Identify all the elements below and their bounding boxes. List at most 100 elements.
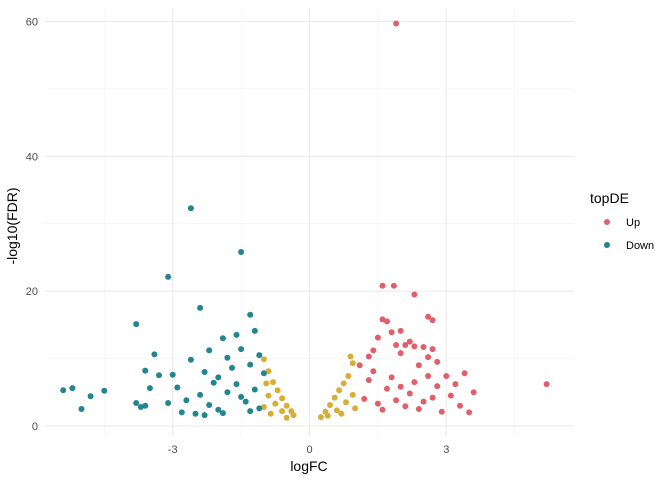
- point-up: [384, 385, 390, 392]
- point-up: [415, 406, 422, 412]
- point-other: [283, 414, 290, 421]
- point-up: [429, 394, 436, 401]
- point-down: [247, 408, 254, 415]
- point-down: [192, 410, 199, 417]
- point-up: [434, 358, 441, 365]
- point-up: [470, 389, 477, 396]
- point-up: [393, 20, 400, 27]
- point-down: [247, 311, 254, 318]
- x-tick-label: 0: [306, 444, 312, 456]
- point-other: [263, 380, 270, 387]
- plot-grid: [45, 8, 574, 436]
- point-up: [374, 334, 381, 341]
- point-other: [324, 412, 331, 419]
- point-down: [133, 400, 140, 406]
- legend-key-down: [604, 242, 610, 248]
- point-down: [137, 404, 144, 410]
- point-up: [420, 398, 427, 405]
- point-other: [274, 387, 281, 394]
- point-up: [370, 368, 377, 375]
- point-up: [393, 397, 400, 404]
- point-up: [388, 374, 395, 381]
- point-up: [429, 317, 436, 324]
- point-down: [69, 385, 76, 392]
- point-other: [272, 400, 279, 407]
- point-down: [151, 351, 158, 358]
- legend-label-down: Down: [626, 240, 654, 252]
- point-other: [265, 392, 272, 399]
- point-down: [238, 249, 245, 255]
- point-up: [411, 343, 418, 350]
- legend: topDE Up Down: [590, 190, 654, 252]
- point-down: [260, 370, 267, 377]
- plot-points: [60, 20, 550, 421]
- point-up: [379, 406, 386, 413]
- y-tick-label: 60: [26, 16, 38, 28]
- point-up: [374, 400, 381, 407]
- point-up: [411, 291, 418, 298]
- point-down: [187, 356, 194, 363]
- point-down: [201, 412, 208, 419]
- point-up: [411, 379, 418, 386]
- point-other: [327, 402, 333, 408]
- point-other: [340, 380, 347, 387]
- point-up: [443, 373, 450, 379]
- point-up: [429, 346, 436, 353]
- point-down: [247, 361, 254, 368]
- point-down: [215, 374, 222, 381]
- point-down: [206, 402, 213, 408]
- point-down: [146, 385, 153, 392]
- point-down: [78, 406, 85, 412]
- point-down: [224, 354, 231, 361]
- point-down: [210, 379, 217, 386]
- point-up: [388, 329, 395, 336]
- x-axis-title: logFC: [290, 458, 327, 474]
- point-other: [267, 410, 274, 417]
- point-other: [347, 353, 354, 360]
- point-other: [260, 356, 267, 363]
- point-down: [224, 389, 231, 396]
- point-up: [457, 402, 463, 409]
- y-tick-label: 20: [26, 286, 38, 298]
- point-down: [256, 405, 263, 412]
- point-up: [425, 373, 432, 379]
- point-up: [397, 350, 404, 357]
- point-down: [251, 327, 258, 334]
- legend-key-up: [604, 219, 610, 225]
- point-up: [466, 409, 473, 416]
- point-down: [165, 400, 172, 406]
- point-other: [270, 379, 276, 386]
- point-down: [233, 381, 240, 388]
- point-up: [402, 342, 409, 348]
- y-axis-title: -log10(FDR): [4, 187, 20, 264]
- point-down: [142, 367, 149, 374]
- point-down: [201, 369, 208, 375]
- point-down: [183, 397, 190, 404]
- point-up: [379, 316, 386, 323]
- point-down: [142, 402, 149, 409]
- y-tick-label: 40: [26, 151, 38, 163]
- point-other: [349, 360, 356, 367]
- point-up: [390, 282, 397, 289]
- point-down: [169, 371, 176, 378]
- point-up: [543, 381, 550, 388]
- point-up: [415, 362, 422, 369]
- point-up: [365, 377, 372, 384]
- point-up: [397, 327, 404, 334]
- point-down: [206, 347, 213, 354]
- point-up: [461, 370, 468, 377]
- point-down: [174, 384, 181, 391]
- point-down: [219, 410, 226, 417]
- point-down: [215, 406, 222, 413]
- point-up: [425, 354, 432, 361]
- point-down: [178, 409, 185, 416]
- point-up: [434, 383, 441, 390]
- point-down: [60, 387, 67, 394]
- point-down: [219, 335, 226, 342]
- point-up: [365, 353, 372, 360]
- point-up: [447, 392, 454, 399]
- point-other: [333, 407, 340, 414]
- x-tick-label: -3: [168, 444, 178, 456]
- point-up: [420, 344, 427, 350]
- point-down: [229, 364, 235, 371]
